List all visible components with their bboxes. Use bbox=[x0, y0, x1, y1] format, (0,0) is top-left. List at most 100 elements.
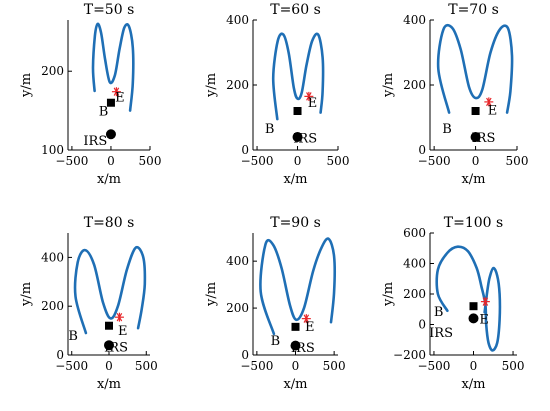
y-tick-label: 200 bbox=[226, 78, 249, 92]
eavesdropper-marker bbox=[484, 97, 494, 107]
y-tick-label: 0 bbox=[56, 348, 64, 362]
base-station-marker bbox=[291, 322, 300, 331]
x-tick-label: 500 bbox=[502, 359, 525, 373]
base-station-label: B bbox=[68, 329, 78, 344]
y-axis-label: y/m bbox=[19, 282, 34, 307]
eavesdropper-label: E bbox=[115, 90, 125, 105]
x-tick-label: −500 bbox=[55, 359, 88, 373]
uav-trajectory bbox=[436, 23, 514, 114]
y-tick-label: 400 bbox=[226, 13, 249, 27]
y-tick-label: 200 bbox=[41, 64, 64, 78]
y-tick-label: 0 bbox=[418, 143, 426, 157]
y-tick-label: 0 bbox=[418, 318, 426, 332]
eavesdropper-label: E bbox=[488, 103, 498, 118]
x-tick-label: 500 bbox=[135, 359, 158, 373]
y-tick-label: 200 bbox=[41, 299, 64, 313]
x-tick-label: 0 bbox=[294, 154, 302, 168]
x-axis-label: x/m bbox=[283, 172, 307, 187]
y-axis-label: y/m bbox=[204, 282, 219, 307]
panel-title: T=100 s bbox=[444, 215, 503, 231]
x-axis-label: x/m bbox=[283, 377, 307, 392]
panel-title: T=90 s bbox=[270, 215, 321, 231]
y-axis-label: y/m bbox=[381, 73, 396, 98]
x-axis-label: x/m bbox=[97, 172, 121, 187]
eavesdropper-marker bbox=[301, 314, 311, 324]
base-station-marker bbox=[106, 98, 115, 107]
eavesdropper-label: E bbox=[479, 312, 489, 327]
irs-marker bbox=[104, 340, 114, 351]
x-tick-label: 0 bbox=[470, 359, 478, 373]
eavesdropper-marker bbox=[304, 91, 314, 101]
x-tick-label: 0 bbox=[472, 154, 480, 168]
eavesdropper-label: E bbox=[308, 96, 318, 111]
panel-title: T=70 s bbox=[448, 2, 499, 18]
y-tick-label: 100 bbox=[41, 143, 64, 157]
uav-trajectory bbox=[91, 22, 135, 112]
eavesdropper-marker bbox=[480, 297, 490, 307]
x-axis-label: x/m bbox=[461, 377, 485, 392]
panel-6: T=100 s −500 0 500 −200 0 200 400 600 x/m y/m B IRS E bbox=[381, 215, 524, 392]
base-station-marker bbox=[105, 321, 113, 330]
uav-trajectory bbox=[435, 245, 502, 352]
y-tick-label: 400 bbox=[403, 13, 426, 27]
y-tick-label: 400 bbox=[41, 250, 64, 264]
irs-label: IRS bbox=[472, 131, 496, 146]
x-tick-label: 500 bbox=[323, 359, 346, 373]
y-tick-label: 0 bbox=[241, 143, 249, 157]
y-tick-label: 200 bbox=[403, 287, 426, 301]
base-station-label: B bbox=[271, 334, 281, 349]
irs-label: IRS bbox=[83, 134, 107, 149]
panel-title: T=80 s bbox=[84, 215, 135, 231]
base-station-marker bbox=[471, 107, 480, 115]
x-axis-label: x/m bbox=[461, 172, 485, 187]
irs-label: IRS bbox=[429, 326, 453, 341]
base-station-label: B bbox=[265, 122, 275, 137]
y-tick-label: 600 bbox=[403, 226, 426, 240]
base-station-label: B bbox=[434, 305, 444, 320]
y-tick-label: 0 bbox=[241, 348, 249, 362]
uav-trajectory bbox=[271, 32, 325, 121]
x-tick-label: −500 bbox=[241, 154, 274, 168]
base-station-marker bbox=[469, 302, 478, 311]
x-tick-label: −500 bbox=[417, 359, 450, 373]
x-tick-label: −500 bbox=[55, 154, 88, 168]
base-station-label: B bbox=[99, 105, 109, 120]
y-axis-label: y/m bbox=[381, 282, 396, 307]
eavesdropper-label: E bbox=[305, 320, 315, 335]
x-axis-label: x/m bbox=[97, 377, 121, 392]
x-tick-label: 500 bbox=[139, 154, 162, 168]
y-tick-label: 400 bbox=[403, 257, 426, 271]
x-tick-label: 0 bbox=[105, 359, 113, 373]
irs-marker bbox=[290, 340, 301, 351]
eavesdropper-marker bbox=[111, 87, 121, 97]
panel-1: T=50 s −500 0 500 100 200 x/m y/m B IRS E bbox=[19, 2, 161, 187]
y-tick-label: 200 bbox=[403, 78, 426, 92]
x-tick-label: 500 bbox=[327, 154, 350, 168]
eavesdropper-marker bbox=[114, 312, 124, 322]
y-axis-label: y/m bbox=[204, 73, 219, 98]
x-tick-label: −500 bbox=[418, 154, 451, 168]
irs-marker bbox=[292, 132, 303, 142]
base-station-marker bbox=[293, 107, 302, 115]
x-tick-label: 0 bbox=[292, 359, 300, 373]
base-station-label: B bbox=[442, 122, 452, 137]
uav-trajectory bbox=[73, 245, 147, 335]
irs-marker bbox=[470, 132, 481, 142]
irs-label: IRS bbox=[104, 340, 128, 355]
y-tick-label: 200 bbox=[226, 301, 249, 315]
y-tick-label: 400 bbox=[226, 254, 249, 268]
eavesdropper-label: E bbox=[118, 324, 128, 339]
panel-title: T=50 s bbox=[84, 2, 135, 18]
irs-marker bbox=[105, 129, 116, 140]
irs-label: IRS bbox=[291, 341, 315, 356]
x-tick-label: 0 bbox=[107, 154, 115, 168]
irs-marker bbox=[468, 313, 479, 324]
x-tick-label: 500 bbox=[506, 154, 529, 168]
y-tick-label: −200 bbox=[393, 348, 426, 362]
uav-trajectory bbox=[259, 237, 336, 336]
